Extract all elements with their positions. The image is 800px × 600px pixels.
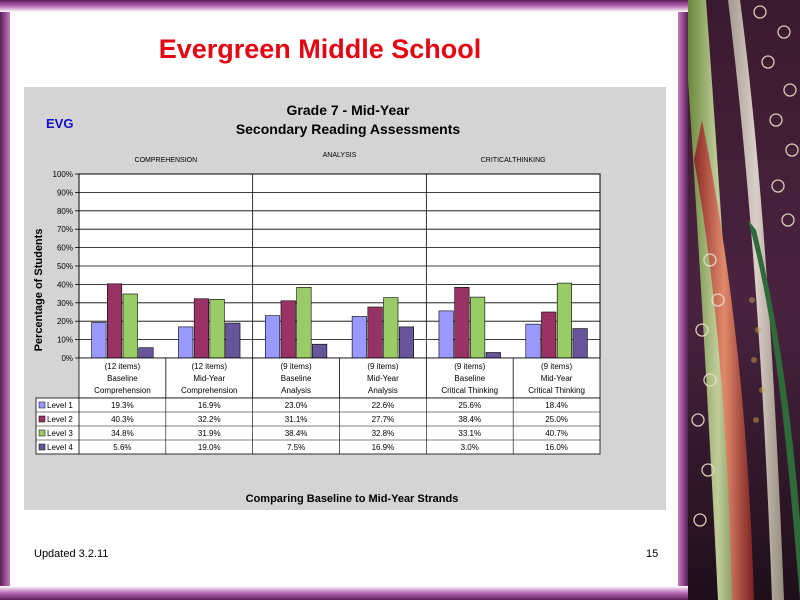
slide-title: Evergreen Middle School: [158, 34, 482, 64]
decorative-side-panel: [688, 0, 800, 600]
slide-bottom-border: [0, 586, 688, 600]
slide-number: 15: [646, 548, 659, 560]
chart-panel: [24, 87, 666, 510]
footer-updated-date: Updated 3.2.11: [34, 548, 109, 560]
school-code-badge: EVG: [46, 116, 74, 131]
slide-top-border: [0, 0, 688, 12]
